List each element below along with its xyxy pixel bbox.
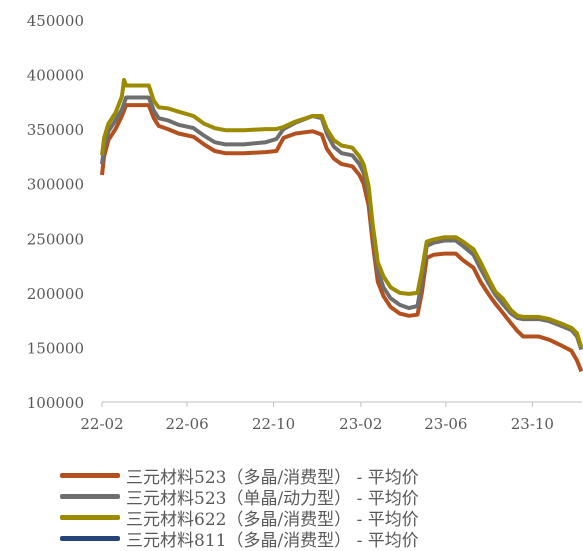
y-tick-label: 400000	[27, 67, 84, 85]
x-tick-label: 22-10	[252, 415, 295, 433]
legend-item-series-1: 三元材料523（多晶/消费型） - 平均价	[60, 465, 419, 488]
y-tick-label: 300000	[27, 176, 84, 194]
y-axis-ticks: 100000 150000 200000 250000 300000 350000 4000…	[27, 12, 84, 412]
legend-swatch-series-4	[60, 536, 120, 541]
x-tick-label: 22-06	[165, 415, 208, 433]
y-tick-label: 150000	[27, 339, 84, 357]
legend-label-series-2: 三元材料523（单晶/动力型） - 平均价	[126, 489, 419, 509]
legend-swatch-series-3	[60, 515, 120, 520]
x-tick-label: 22-02	[80, 415, 123, 433]
legend-label-series-4: 三元材料811（多晶/消费型） - 平均价	[126, 531, 419, 551]
series-line-2	[100, 95, 583, 351]
legend-swatch-series-1	[60, 473, 120, 478]
legend-item-series-3: 三元材料622（多晶/消费型） - 平均价	[60, 507, 419, 530]
y-tick-label: 200000	[27, 285, 84, 303]
x-tick-label: 23-06	[424, 415, 467, 433]
y-tick-label: 450000	[27, 12, 84, 30]
x-tick-label: 23-10	[511, 415, 554, 433]
legend-swatch-series-2	[60, 494, 120, 499]
x-tick-label: 23-02	[339, 415, 382, 433]
y-tick-label: 250000	[27, 230, 84, 248]
x-axis-ticks: 22-02 22-06 22-10 23-02 23-06 23-10	[80, 402, 554, 433]
y-tick-label: 350000	[27, 121, 84, 139]
series-lines	[100, 78, 583, 373]
legend: 三元材料523（多晶/消费型） - 平均价 三元材料523（单晶/动力型） - …	[60, 465, 419, 551]
legend-item-series-2: 三元材料523（单晶/动力型） - 平均价	[60, 486, 419, 509]
legend-label-series-3: 三元材料622（多晶/消费型） - 平均价	[126, 510, 419, 530]
series-line-1	[100, 103, 583, 373]
legend-label-series-1: 三元材料523（多晶/消费型） - 平均价	[126, 468, 419, 488]
series-line-3	[100, 78, 583, 348]
y-tick-label: 100000	[27, 394, 84, 412]
